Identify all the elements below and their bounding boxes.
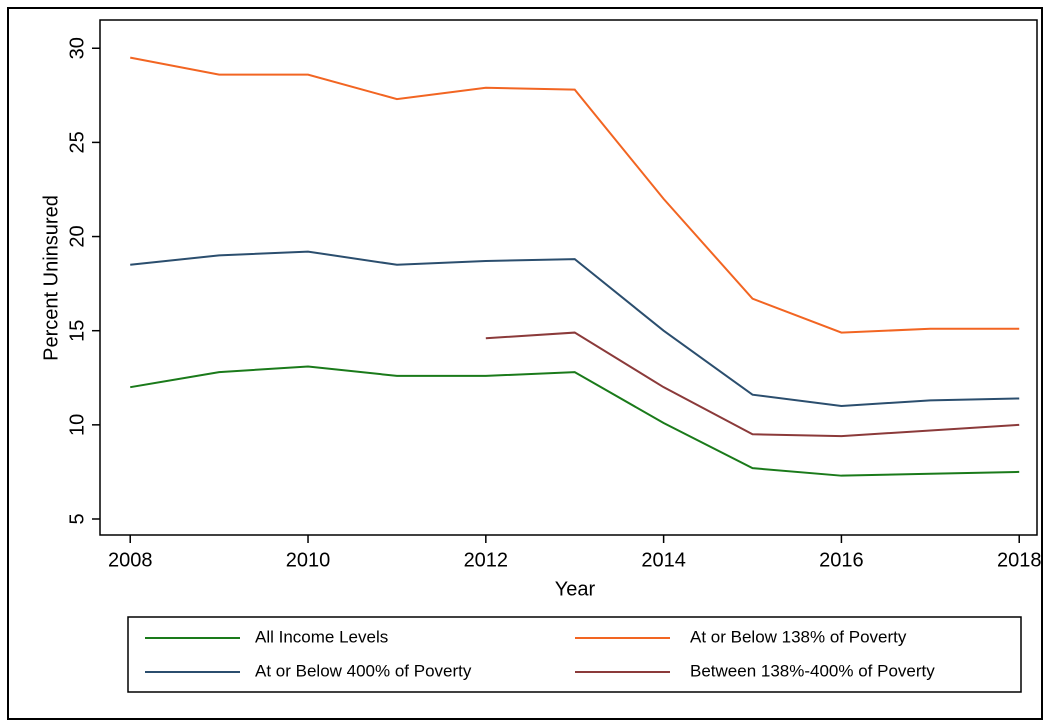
legend-label: At or Below 138% of Poverty [690, 627, 907, 646]
y-tick-label: 10 [66, 414, 88, 436]
series-line [130, 56, 1020, 334]
y-axis-label: Percent Uninsured [40, 195, 62, 361]
y-tick-label: 25 [66, 131, 88, 153]
x-tick-label: 2010 [286, 549, 331, 571]
x-tick-label: 2018 [997, 549, 1042, 571]
plot-area [99, 19, 1038, 536]
series-line [485, 331, 1020, 438]
y-tick-label: 5 [66, 513, 88, 524]
y-tick-label: 20 [66, 225, 88, 247]
x-tick-label: 2014 [641, 549, 686, 571]
series-line [130, 250, 1020, 408]
x-tick-label: 2012 [464, 549, 509, 571]
x-axis-label: Year [555, 578, 596, 600]
legend-label: Between 138%-400% of Poverty [690, 661, 935, 680]
y-tick-label: 30 [66, 37, 88, 59]
series-line [130, 365, 1020, 477]
legend [127, 616, 1022, 693]
x-tick-label: 2016 [819, 549, 864, 571]
legend-label: All Income Levels [255, 627, 388, 646]
legend-label: At or Below 400% of Poverty [255, 661, 472, 680]
x-tick-label: 2008 [108, 549, 153, 571]
frame [7, 7, 1043, 720]
y-tick-label: 15 [66, 320, 88, 342]
